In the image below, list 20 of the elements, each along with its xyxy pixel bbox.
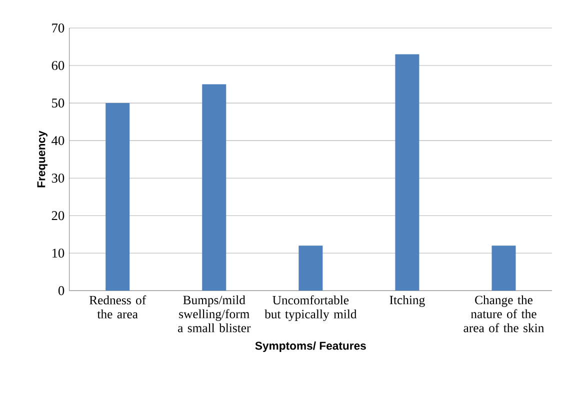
x-tick-label: Itching [390, 295, 425, 307]
bar [106, 103, 130, 291]
x-tick-label: Redness of the area [89, 295, 146, 318]
y-tick-label: 20 [52, 211, 64, 220]
bar [298, 246, 323, 291]
y-tick-label: 0 [58, 286, 64, 296]
y-tick-label: 70 [52, 24, 64, 33]
bar [395, 54, 420, 291]
y-axis-title: Frequency [37, 130, 48, 188]
y-tick-label: 60 [52, 61, 64, 70]
y-tick-label: 10 [52, 248, 64, 258]
y-tick-label: 30 [52, 174, 64, 183]
x-tick-label: Bumps/mild swelling/form a small blister [178, 295, 251, 332]
y-tick-label: 50 [52, 98, 64, 108]
y-tick-label: 40 [52, 136, 64, 146]
bar [202, 84, 226, 291]
bar [492, 246, 516, 291]
x-axis-title: Symptoms/ Features [255, 341, 366, 352]
x-tick-label: Uncomfortable but typically mild [264, 295, 357, 322]
x-tick-label: Change the nature of the area of the skin [464, 295, 544, 332]
